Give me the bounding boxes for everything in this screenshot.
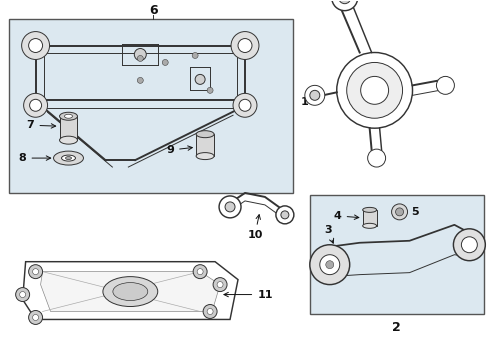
Circle shape — [197, 269, 203, 275]
Ellipse shape — [62, 155, 75, 161]
Circle shape — [192, 53, 198, 58]
Circle shape — [213, 278, 227, 292]
Ellipse shape — [65, 114, 73, 118]
Circle shape — [332, 0, 358, 11]
Circle shape — [217, 282, 223, 288]
Bar — [310, 195, 484, 315]
Circle shape — [195, 75, 205, 84]
Circle shape — [33, 315, 39, 320]
Polygon shape — [23, 262, 238, 319]
Circle shape — [231, 32, 259, 59]
Circle shape — [162, 59, 168, 66]
Circle shape — [33, 269, 39, 275]
Circle shape — [233, 93, 257, 117]
Ellipse shape — [53, 151, 83, 165]
Circle shape — [28, 265, 43, 279]
Text: 2: 2 — [392, 321, 401, 334]
Bar — [363, 210, 377, 226]
Circle shape — [361, 76, 389, 104]
Circle shape — [310, 90, 320, 100]
Circle shape — [462, 237, 477, 253]
Bar — [9, 19, 293, 193]
Ellipse shape — [59, 136, 77, 144]
Polygon shape — [41, 272, 220, 311]
Text: 8: 8 — [19, 153, 50, 163]
Circle shape — [305, 85, 325, 105]
Circle shape — [22, 32, 49, 59]
Circle shape — [276, 206, 294, 224]
Circle shape — [337, 53, 413, 128]
Text: 6: 6 — [149, 4, 158, 17]
Ellipse shape — [196, 131, 214, 138]
Circle shape — [437, 76, 454, 94]
Circle shape — [20, 292, 25, 298]
Circle shape — [207, 309, 213, 315]
Circle shape — [207, 87, 213, 93]
Circle shape — [28, 39, 43, 53]
Ellipse shape — [363, 207, 377, 212]
Circle shape — [134, 49, 147, 60]
Circle shape — [28, 310, 43, 324]
Circle shape — [29, 99, 42, 111]
Circle shape — [395, 208, 404, 216]
Ellipse shape — [66, 157, 72, 159]
Circle shape — [24, 93, 48, 117]
Circle shape — [339, 0, 351, 4]
Ellipse shape — [196, 153, 214, 159]
Text: 10: 10 — [247, 215, 263, 240]
Ellipse shape — [113, 283, 148, 301]
Text: 3: 3 — [324, 225, 334, 243]
Circle shape — [16, 288, 29, 302]
Circle shape — [193, 265, 207, 279]
Text: 4: 4 — [334, 211, 359, 221]
Circle shape — [368, 149, 386, 167]
Text: 11: 11 — [224, 289, 273, 300]
Circle shape — [281, 211, 289, 219]
Circle shape — [137, 55, 143, 62]
Text: 1: 1 — [301, 96, 321, 107]
Circle shape — [239, 99, 251, 111]
Text: 5: 5 — [412, 207, 419, 217]
Ellipse shape — [103, 276, 158, 306]
Circle shape — [347, 62, 403, 118]
Circle shape — [203, 305, 217, 319]
Ellipse shape — [59, 112, 77, 120]
Text: 7: 7 — [27, 120, 56, 130]
Circle shape — [453, 229, 485, 261]
Text: 9: 9 — [166, 145, 192, 155]
Bar — [59, 116, 77, 140]
Circle shape — [238, 39, 252, 53]
Circle shape — [392, 204, 408, 220]
Circle shape — [225, 202, 235, 212]
Circle shape — [320, 255, 340, 275]
Circle shape — [310, 245, 350, 285]
Circle shape — [137, 77, 143, 84]
Bar — [196, 134, 214, 156]
Circle shape — [326, 261, 334, 269]
Circle shape — [219, 196, 241, 218]
Ellipse shape — [363, 223, 377, 228]
